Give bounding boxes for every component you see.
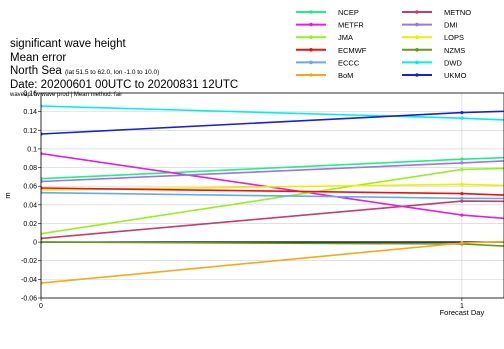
legend-label: UKMO [444, 71, 467, 80]
chart-title: significant wave height [10, 38, 126, 50]
series-point-bom [460, 241, 464, 245]
series-point-ecmwf [460, 192, 464, 196]
y-tick-label: -0.06 [21, 296, 37, 303]
area-name: North Sea [10, 65, 62, 77]
legend-label: DWD [444, 58, 462, 67]
series-point-ukmo [460, 110, 464, 115]
x-tick-label: 0 [39, 303, 43, 310]
plot-area [40, 92, 504, 299]
legend-marker [415, 35, 419, 39]
area-bounds: (lat 51.5 to 62.0, lon -1.0 to 10.0) [64, 69, 160, 76]
y-tick-label: 0.16 [23, 91, 37, 98]
series-point-dmi [460, 161, 464, 165]
chart-subtitle: Mean error [10, 51, 67, 64]
legend-label: BoM [338, 71, 353, 80]
series-line-metno [41, 200, 504, 240]
legend-marker [415, 22, 419, 27]
legend-marker [309, 22, 313, 27]
series-line-bom [41, 240, 504, 284]
series-point-metfr [460, 213, 464, 217]
legend-marker [415, 60, 419, 65]
series-line-dwd [41, 105, 504, 121]
legend-label: NCEP [338, 8, 359, 17]
legend-label: JMA [338, 33, 353, 42]
legend-label: METNO [444, 8, 471, 17]
series-point-metno [460, 199, 464, 203]
legend-label: DMI [444, 21, 458, 30]
plot-frame [40, 92, 504, 299]
legend-label: NZMS [444, 46, 465, 55]
x-tick-label: 1 [460, 303, 464, 310]
x-axis-label: Forecast Day [440, 308, 485, 317]
legend-label: ECCC [338, 58, 360, 67]
legend-marker [415, 73, 419, 77]
area-line: North Sea (lat 51.5 to 62.0, lon -1.0 to… [10, 65, 238, 79]
y-tick-label: 0.12 [23, 128, 37, 135]
y-tick-label: 0.02 [23, 221, 37, 228]
y-tick-label: 0.04 [23, 202, 37, 209]
legend-marker [309, 10, 313, 14]
y-tick-label: 0.06 [23, 184, 37, 191]
legend-marker [415, 48, 419, 52]
legend-label: ECMWF [338, 46, 367, 55]
series-point-jma [460, 167, 464, 172]
y-axis-label: m [3, 192, 12, 198]
series-point-lops [460, 182, 464, 186]
legend-marker [309, 73, 313, 77]
series-point-ncep [460, 157, 464, 161]
legend-marker [415, 10, 419, 14]
source-note: waveapi fw wave prod | Mean method: fair [10, 91, 123, 98]
y-tick-label: 0.08 [23, 165, 37, 172]
series-point-eccc [460, 196, 464, 200]
y-tick-label: 0.1 [27, 146, 37, 153]
y-tick-label: 0.14 [23, 109, 37, 116]
legend-marker [309, 60, 313, 65]
legend-marker [309, 35, 313, 39]
chart-title-block: significant wave height Mean error North… [10, 38, 238, 99]
y-tick-label: -0.04 [21, 277, 37, 284]
y-tick-label: -0.02 [21, 258, 37, 265]
legend-label: METFR [338, 21, 364, 30]
series-group [41, 104, 504, 285]
series-point-dwd [460, 116, 464, 120]
y-tick-label: 0 [33, 240, 37, 247]
date-range: Date: 20200601 00UTC to 20200831 12UTC [10, 78, 239, 91]
legend-marker [309, 48, 313, 52]
axes: 0.16 0.14 0.12 0.1 0.08 0.06 0.04 0.02 0 -0.02 -0.… [3, 91, 504, 317]
legend-label: LOPS [444, 33, 464, 42]
legend: NCEP METNO METFR DMI JMA LOPS ECMWF NZMS ECCC DWD… [296, 8, 471, 80]
